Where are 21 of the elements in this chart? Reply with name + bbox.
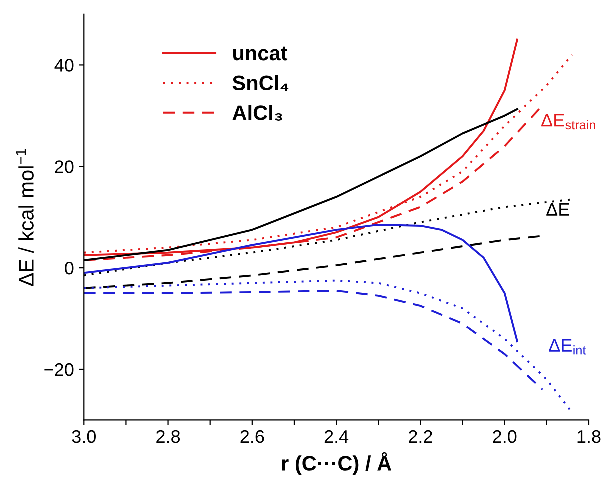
x-tick-label: 2.8 xyxy=(156,430,180,444)
y-tick-label: 20 xyxy=(55,160,74,174)
y-tick-label: 40 xyxy=(54,59,74,72)
x-tick-label: 2.0 xyxy=(493,430,517,444)
annotation: ΔE$_{int}$ xyxy=(549,339,586,355)
y-tick-label: −20 xyxy=(44,363,74,376)
line-series xyxy=(84,290,544,391)
x-axis-title: r (C···C) / Å xyxy=(282,452,392,476)
x-tick-label: 2.4 xyxy=(324,430,349,444)
x-tick-label: 2.6 xyxy=(240,430,264,444)
legend-label: uncat xyxy=(234,46,288,61)
y-tick-label: 0 xyxy=(65,262,74,275)
legend-label: SnCl₄ xyxy=(232,75,289,91)
x-tick-label: 1.8 xyxy=(578,430,601,444)
line-series xyxy=(84,224,518,343)
y-axis-title: ΔE / kcal mol$^{−1}$ xyxy=(16,149,34,286)
x-tick-label: 2.2 xyxy=(409,430,432,444)
x-tick-label: 3.0 xyxy=(72,430,96,444)
legend-label: AlCl₃ xyxy=(232,105,282,121)
annotation: ΔE xyxy=(546,204,570,216)
annotation: ΔE$_{strain}$ xyxy=(542,114,596,130)
